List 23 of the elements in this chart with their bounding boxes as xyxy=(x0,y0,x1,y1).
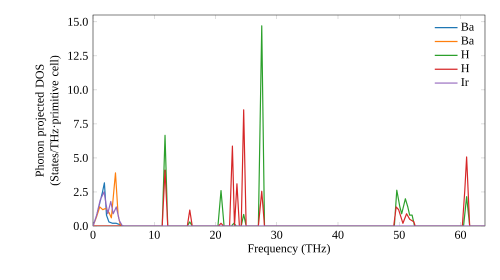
y-axis-title: Phonon projected DOS (States/THz·primitive cell) xyxy=(35,56,61,186)
y-tick-label: 2.5 xyxy=(74,188,88,196)
x-tick-label: 40 xyxy=(332,230,344,239)
line-series xyxy=(93,191,485,226)
line-series xyxy=(93,172,122,226)
x-tick-label: 50 xyxy=(394,230,405,239)
y-tick-label: 7.5 xyxy=(74,120,88,128)
legend-label: Ba xyxy=(461,36,474,45)
legend-label: Ba xyxy=(461,22,474,31)
legend-label: H xyxy=(461,64,470,72)
y-tick-label: 0.0 xyxy=(74,222,88,230)
x-tick-label: 10 xyxy=(149,230,160,239)
legend-label: H xyxy=(461,50,470,58)
x-tick-label: 60 xyxy=(455,230,466,239)
x-tick-label: 30 xyxy=(271,230,282,239)
y-tick-label: 10.0 xyxy=(68,86,88,94)
y-tick-label: 12.5 xyxy=(68,52,88,60)
x-axis-title: Frequency (THz) xyxy=(248,244,330,255)
legend-label: Ir xyxy=(461,78,469,86)
x-tick-label: 20 xyxy=(210,230,222,239)
y-tick-label: 5.0 xyxy=(74,154,88,162)
y-tick-label: 15.0 xyxy=(68,18,88,26)
x-tick-label: 0 xyxy=(90,230,96,239)
